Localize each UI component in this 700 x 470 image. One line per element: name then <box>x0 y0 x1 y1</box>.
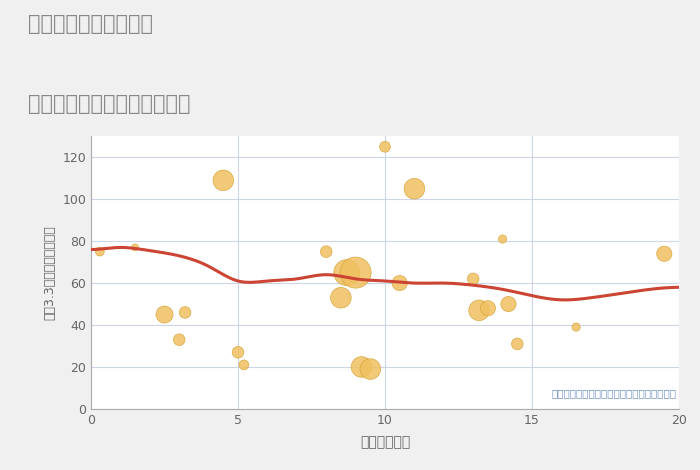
Point <box>473 306 484 314</box>
Point <box>409 185 420 193</box>
Point <box>174 336 185 344</box>
Point <box>350 269 361 276</box>
Point <box>497 235 508 243</box>
Point <box>218 177 229 184</box>
Point <box>130 243 141 251</box>
Text: 三重県伊賀市円徳院の: 三重県伊賀市円徳院の <box>28 14 153 34</box>
Point <box>512 340 523 348</box>
Text: 駅距離別中古マンション価格: 駅距離別中古マンション価格 <box>28 94 190 114</box>
Point <box>232 349 244 356</box>
Point <box>238 361 249 368</box>
Point <box>659 250 670 258</box>
Point <box>379 143 391 150</box>
Point <box>365 365 376 373</box>
Point <box>321 248 332 255</box>
Text: 円の大きさは、取引のあった物件面積を示す: 円の大きさは、取引のあった物件面積を示す <box>551 388 676 398</box>
Point <box>503 300 514 308</box>
Point <box>356 363 367 371</box>
Point <box>94 248 106 255</box>
Point <box>394 279 405 287</box>
X-axis label: 駅距離（分）: 駅距離（分） <box>360 435 410 449</box>
Point <box>341 269 352 276</box>
Point <box>335 294 346 302</box>
Point <box>570 323 582 331</box>
Point <box>179 309 190 316</box>
Point <box>468 275 479 282</box>
Y-axis label: 坪（3.3㎡）単価（万円）: 坪（3.3㎡）単価（万円） <box>43 225 57 320</box>
Point <box>159 311 170 318</box>
Point <box>482 305 493 312</box>
